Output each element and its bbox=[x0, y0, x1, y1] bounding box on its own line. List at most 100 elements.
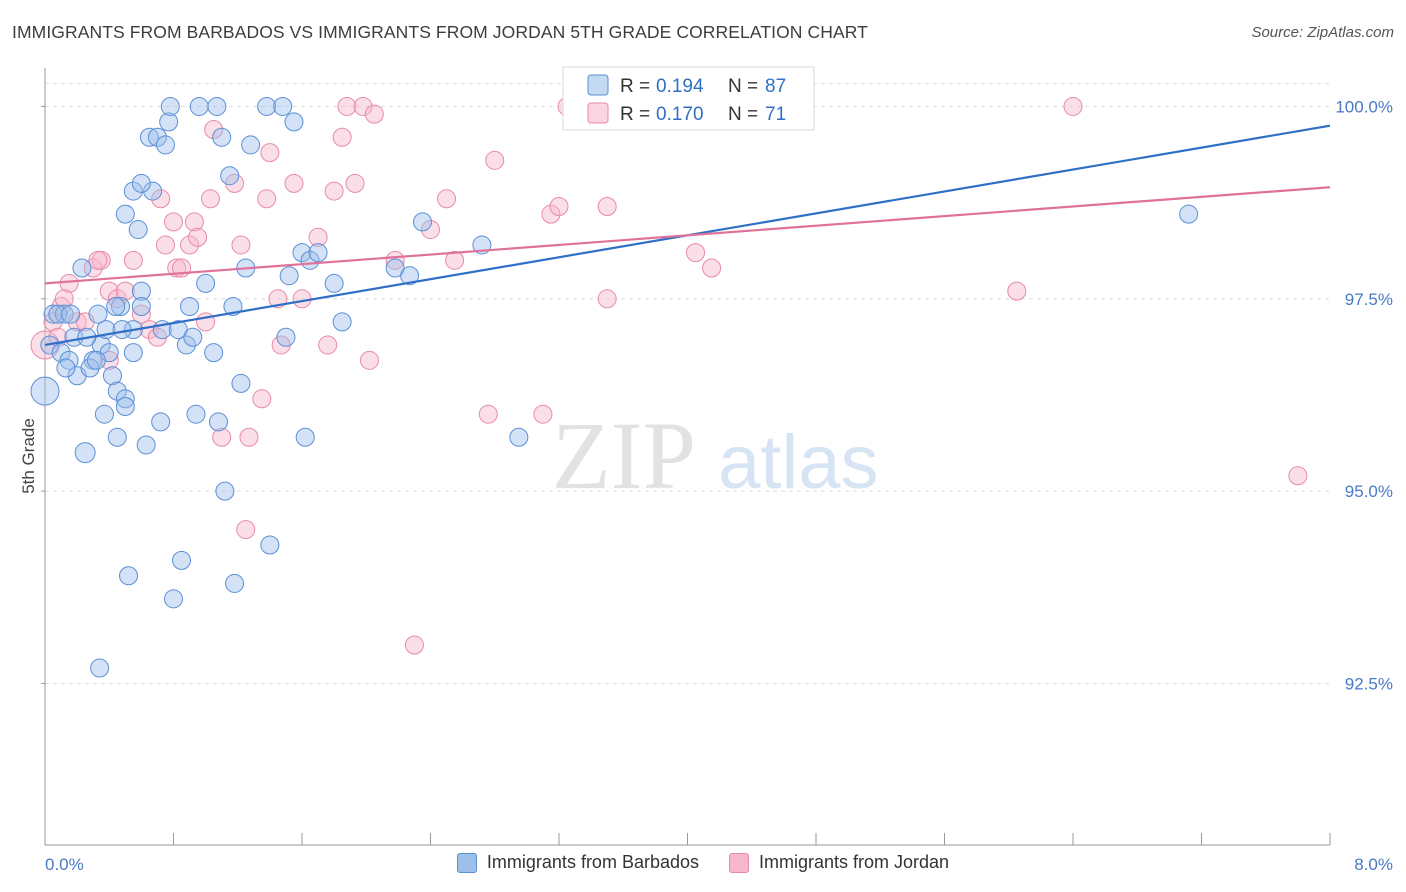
scatter-point-blue bbox=[72, 258, 92, 278]
scatter-point-blue bbox=[147, 127, 167, 147]
legend-r-value: 0.170 bbox=[656, 104, 704, 125]
scatter-point-blue bbox=[273, 96, 293, 116]
watermark-zip: ZIP bbox=[552, 402, 696, 509]
scatter-point-pink bbox=[184, 212, 204, 232]
scatter-point-pink bbox=[268, 289, 288, 309]
legend-swatch-jordan bbox=[729, 852, 749, 873]
scatter-point-pink bbox=[478, 404, 498, 424]
scatter-point-pink bbox=[200, 189, 220, 209]
scatter-point-blue bbox=[51, 343, 71, 363]
legend-swatch-blue bbox=[587, 74, 609, 96]
scatter-point-pink bbox=[284, 173, 304, 193]
scatter-point-blue bbox=[276, 327, 296, 347]
scatter-point-blue bbox=[143, 181, 163, 201]
scatter-point-blue bbox=[112, 320, 132, 340]
scatter-point-pink bbox=[337, 96, 357, 116]
stats-legend: R = 0.194 N = 87 R = 0.170 N = 71 bbox=[562, 66, 815, 131]
scatter-point-blue bbox=[155, 135, 175, 155]
scatter-point-pink bbox=[180, 235, 200, 255]
scatter-point-blue bbox=[412, 212, 432, 232]
scatter-point-pink bbox=[107, 289, 127, 309]
scatter-point-blue bbox=[107, 427, 127, 447]
scatter-point-blue bbox=[80, 358, 100, 378]
axes bbox=[41, 68, 1331, 846]
scatter-point-blue bbox=[212, 127, 232, 147]
scatter-point-pink bbox=[1063, 96, 1083, 116]
scatter-point-blue bbox=[164, 589, 183, 609]
scatter-point-pink bbox=[204, 120, 224, 140]
scatter-point-pink bbox=[332, 127, 352, 147]
bottom-legend: Immigrants from Barbados Immigrants from… bbox=[0, 852, 1406, 873]
scatter-point-pink bbox=[115, 281, 135, 301]
scatter-point-blue bbox=[308, 243, 328, 263]
scatter-point-blue bbox=[128, 220, 148, 240]
legend-r-label: R = bbox=[620, 104, 650, 125]
scatter-point-blue bbox=[180, 296, 200, 316]
chart-title: IMMIGRANTS FROM BARBADOS VS IMMIGRANTS F… bbox=[12, 22, 868, 42]
scatter-point-blue bbox=[56, 358, 76, 378]
scatter-point-blue bbox=[225, 573, 245, 593]
scatter-point-blue bbox=[189, 96, 209, 116]
legend-n-label: N = bbox=[728, 76, 758, 97]
scatter-point-pink bbox=[1007, 281, 1027, 301]
scatter-point-blue bbox=[1179, 204, 1199, 224]
scatter-point-pink bbox=[549, 196, 569, 216]
scatter-point-blue bbox=[123, 181, 143, 201]
scatter-point-pink bbox=[359, 350, 379, 370]
y-tick-labels: 100.0% 97.5% 95.0% 92.5% bbox=[1335, 97, 1393, 693]
legend-item-barbados[interactable]: Immigrants from Barbados bbox=[456, 852, 699, 873]
scatter-point-pink bbox=[345, 173, 365, 193]
scatter-point-pink bbox=[260, 143, 280, 163]
scatter-point-pink bbox=[257, 189, 277, 209]
legend-n-value: 87 bbox=[765, 76, 786, 97]
series-barbados-points bbox=[30, 96, 1199, 678]
x-tick-label-max: 8.0% bbox=[1354, 855, 1393, 874]
scatter-point-blue bbox=[204, 343, 224, 363]
scatter-point-blue bbox=[115, 396, 135, 416]
scatter-point-pink bbox=[155, 235, 175, 255]
scatter-point-blue bbox=[172, 550, 192, 570]
scatter-point-pink bbox=[252, 389, 272, 409]
scatter-point-pink bbox=[1288, 466, 1308, 486]
scatter-point-pink bbox=[437, 189, 457, 209]
scatter-point-blue bbox=[131, 173, 151, 193]
scatter-point-pink bbox=[88, 250, 108, 270]
scatter-point-blue bbox=[220, 166, 240, 186]
scatter-point-blue bbox=[260, 535, 280, 555]
scatter-point-pink bbox=[239, 427, 259, 447]
legend-n-label: N = bbox=[728, 104, 758, 125]
x-tick-labels: 0.0% 8.0% bbox=[45, 855, 1393, 874]
scatter-point-pink bbox=[597, 289, 617, 309]
scatter-point-blue bbox=[241, 135, 261, 155]
scatter-point-pink bbox=[131, 304, 151, 324]
scatter-point-pink bbox=[702, 258, 722, 278]
scatter-point-pink bbox=[308, 227, 328, 247]
scatter-point-blue bbox=[159, 112, 179, 132]
scatter-point-blue bbox=[115, 389, 135, 409]
scatter-point-blue bbox=[186, 404, 206, 424]
legend-n-value: 71 bbox=[765, 104, 786, 125]
scatter-point-pink bbox=[324, 181, 344, 201]
scatter-point-blue bbox=[30, 376, 60, 406]
scatter-point-pink bbox=[231, 235, 251, 255]
scatter-point-blue bbox=[231, 373, 251, 393]
scatter-point-pink bbox=[236, 520, 256, 540]
scatter-point-pink bbox=[164, 212, 183, 232]
scatter-point-blue bbox=[257, 96, 277, 116]
scatter-point-pink bbox=[51, 296, 71, 316]
legend-item-jordan[interactable]: Immigrants from Jordan bbox=[729, 852, 949, 873]
legend-r-label: R = bbox=[620, 76, 650, 97]
scatter-point-blue bbox=[207, 96, 227, 116]
legend-swatch-barbados bbox=[456, 852, 477, 873]
y-axis-label: 5th Grade bbox=[19, 418, 38, 494]
scatter-point-pink bbox=[123, 250, 143, 270]
scatter-point-blue bbox=[332, 312, 352, 332]
scatter-point-blue bbox=[136, 435, 156, 455]
scatter-point-pink bbox=[404, 635, 424, 655]
legend-label-jordan: Immigrants from Jordan bbox=[759, 852, 950, 872]
scatter-point-blue bbox=[223, 296, 243, 316]
scatter-point-blue bbox=[284, 112, 304, 132]
scatter-point-blue bbox=[208, 412, 228, 432]
x-tick-label-min: 0.0% bbox=[45, 855, 84, 874]
